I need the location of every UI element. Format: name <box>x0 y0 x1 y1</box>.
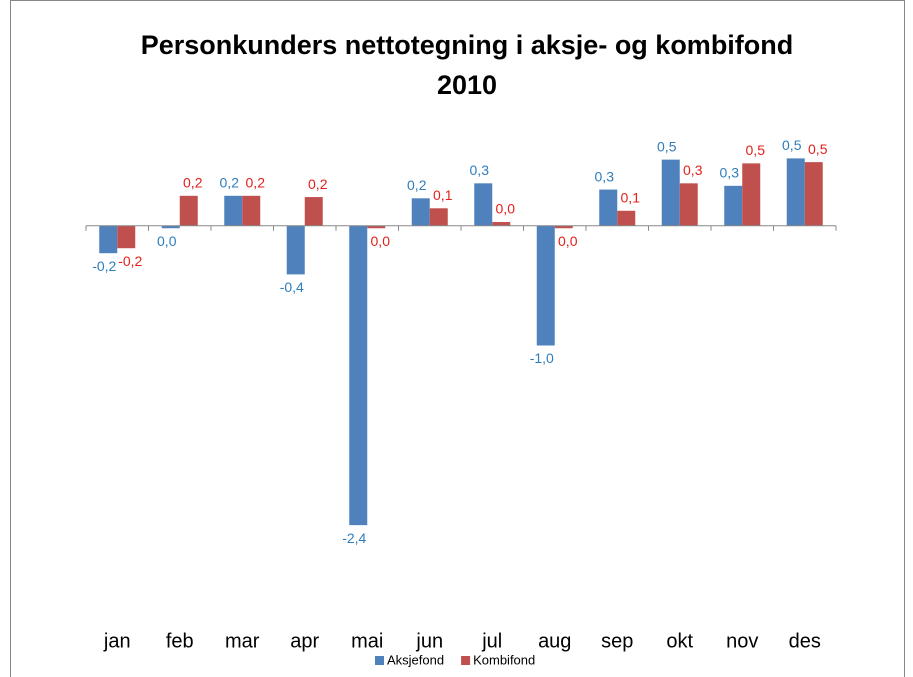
bar <box>429 208 448 226</box>
bar <box>742 163 761 226</box>
value-label: 0,5 <box>657 138 677 154</box>
bar <box>224 195 243 226</box>
bar <box>661 159 680 226</box>
value-label: 0,0 <box>496 201 516 217</box>
bar <box>286 225 305 275</box>
legend-swatch <box>375 656 384 665</box>
x-tick-label: apr <box>290 630 319 652</box>
value-label: 0,3 <box>595 168 615 184</box>
bar <box>117 225 136 249</box>
bar <box>474 183 493 226</box>
value-label: -0,2 <box>92 258 116 274</box>
chart-title: Personkunders nettotegning i aksje- og k… <box>141 30 794 60</box>
bar <box>367 225 386 229</box>
x-tick-label: mar <box>225 630 260 652</box>
bar <box>679 183 698 226</box>
bar <box>304 197 323 226</box>
bar <box>492 222 511 226</box>
value-label: 0,5 <box>746 142 766 158</box>
value-label: 0,0 <box>157 233 177 249</box>
x-tick-label: jun <box>415 630 443 652</box>
chart-title: 2010 <box>437 70 497 100</box>
x-tick-label: feb <box>166 630 194 652</box>
value-label: 0,0 <box>558 233 578 249</box>
bar <box>617 210 636 226</box>
value-label: 0,0 <box>371 233 391 249</box>
bar <box>804 162 823 226</box>
bar <box>724 185 743 226</box>
value-label: 0,1 <box>621 189 641 205</box>
value-label: 0,2 <box>220 175 240 191</box>
legend-label: Kombifond <box>473 652 535 667</box>
legend-swatch <box>461 656 471 665</box>
bar <box>536 225 555 346</box>
x-tick-label: mai <box>351 630 383 652</box>
bar <box>161 225 180 229</box>
bar <box>554 225 573 229</box>
bar <box>786 158 805 226</box>
value-label: -0,4 <box>280 279 304 295</box>
bar <box>99 225 118 254</box>
value-label: 0,3 <box>683 162 703 178</box>
x-tick-label: sep <box>601 630 633 652</box>
legend-label: Aksjefond <box>387 652 444 667</box>
x-tick-label: des <box>789 630 821 652</box>
x-tick-label: jan <box>103 630 131 652</box>
value-label: 0,3 <box>470 162 490 178</box>
value-label: -1,0 <box>530 350 554 366</box>
value-label: 0,2 <box>308 176 328 192</box>
x-tick-label: okt <box>666 630 693 652</box>
bar <box>242 195 261 226</box>
value-label: 0,2 <box>407 177 427 193</box>
value-label: 0,5 <box>808 141 828 157</box>
x-tick-label: jul <box>481 630 502 652</box>
value-label: 0,5 <box>782 137 802 153</box>
value-label: 0,1 <box>433 187 453 203</box>
bar <box>349 225 368 526</box>
bar <box>179 195 198 226</box>
bar <box>599 189 618 226</box>
bar <box>411 198 430 226</box>
x-tick-label: aug <box>538 630 571 652</box>
value-label: 0,2 <box>183 175 203 191</box>
value-label: 0,2 <box>246 175 266 191</box>
chart-frame <box>10 0 905 677</box>
x-tick-label: nov <box>726 630 758 652</box>
value-label: 0,3 <box>720 165 740 181</box>
value-label: -2,4 <box>342 530 366 546</box>
value-label: -0,2 <box>118 253 142 269</box>
